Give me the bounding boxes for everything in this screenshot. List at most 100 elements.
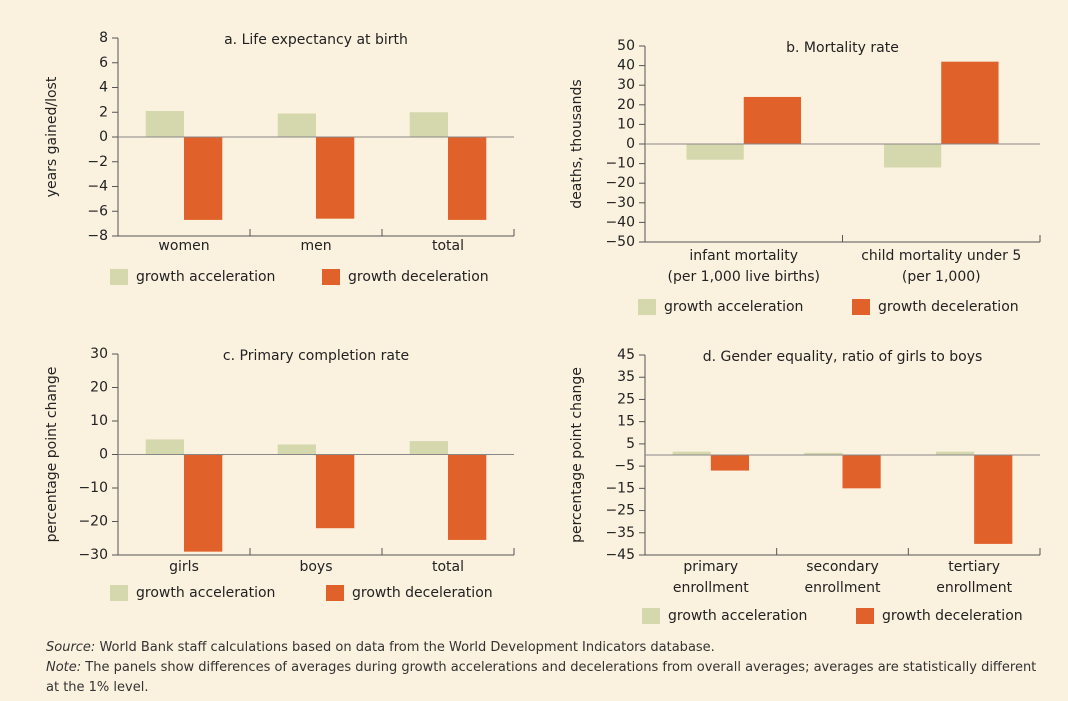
y-tick-label: −10 xyxy=(605,156,635,172)
y-tick-label: 20 xyxy=(617,97,635,113)
chart-title: b. Mortality rate xyxy=(786,40,899,56)
legend-swatch xyxy=(852,299,870,315)
legend-label: growth acceleration xyxy=(136,585,275,601)
bar xyxy=(448,137,487,220)
y-tick-label: 25 xyxy=(617,391,635,407)
note: Note: The panels show differences of ave… xyxy=(46,658,1046,698)
y-tick-label: 8 xyxy=(99,30,108,46)
x-tick-label: child mortality under 5 xyxy=(861,248,1021,264)
bar xyxy=(804,452,843,455)
y-axis-label: percentage point change xyxy=(44,367,60,543)
y-tick-label: −35 xyxy=(605,525,635,541)
bar xyxy=(409,112,448,137)
y-axis-label: years gained/lost xyxy=(44,76,60,197)
source-text: World Bank staff calculations based on d… xyxy=(95,640,715,655)
y-tick-label: −2 xyxy=(87,154,108,170)
y-tick-label: 40 xyxy=(617,58,635,74)
legend-swatch xyxy=(638,299,656,315)
x-tick-label: enrollment xyxy=(673,580,749,596)
y-tick-label: −25 xyxy=(605,503,635,519)
source: Source: World Bank staff calculations ba… xyxy=(46,638,1046,658)
y-tick-label: −6 xyxy=(87,203,108,219)
bar xyxy=(883,144,942,168)
x-tick-label: enrollment xyxy=(936,580,1012,596)
source-label: Source: xyxy=(46,640,96,655)
legend-label: growth acceleration xyxy=(136,269,275,285)
y-tick-label: −4 xyxy=(87,179,108,195)
y-tick-label: −10 xyxy=(78,480,108,496)
legend-label: growth deceleration xyxy=(348,269,489,285)
bar xyxy=(145,439,184,455)
bar xyxy=(145,111,184,137)
x-tick-label: tertiary xyxy=(948,559,1000,575)
bar xyxy=(184,454,223,552)
y-tick-label: 4 xyxy=(99,80,108,96)
bar xyxy=(316,137,355,219)
x-tick-label: girls xyxy=(169,559,199,575)
y-tick-label: −5 xyxy=(614,458,635,474)
y-tick-label: −20 xyxy=(605,175,635,191)
y-tick-label: 5 xyxy=(626,436,635,452)
y-tick-label: 35 xyxy=(617,369,635,385)
bar xyxy=(277,113,316,137)
bar xyxy=(672,451,711,455)
y-tick-label: 50 xyxy=(617,38,635,54)
charts: a. Life expectancy at birth years gained/… xyxy=(44,30,1041,624)
bar xyxy=(316,454,355,529)
legend-swatch xyxy=(110,269,128,285)
y-tick-label: 2 xyxy=(99,104,108,120)
y-tick-label: 30 xyxy=(90,346,108,362)
bar xyxy=(710,455,750,471)
footnotes: Source: World Bank staff calculations ba… xyxy=(46,638,1046,698)
x-tick-label: women xyxy=(158,238,209,254)
note-text: The panels show differences of averages … xyxy=(46,660,1037,695)
chart-title: d. Gender equality, ratio of girls to bo… xyxy=(703,349,983,365)
y-tick-label: −20 xyxy=(78,514,108,530)
bar xyxy=(941,61,999,144)
legend-swatch xyxy=(110,585,128,601)
legend-label: growth acceleration xyxy=(668,608,807,624)
bar xyxy=(184,137,223,220)
bar xyxy=(842,455,881,489)
y-tick-label: 6 xyxy=(99,55,108,71)
y-tick-label: −15 xyxy=(605,480,635,496)
y-tick-label: −50 xyxy=(605,234,635,250)
bar xyxy=(409,441,448,455)
x-tick-label: men xyxy=(300,238,331,254)
y-tick-label: −30 xyxy=(78,547,108,563)
x-tick-label: secondary xyxy=(806,559,879,575)
bar xyxy=(277,444,316,455)
legend-swatch xyxy=(856,608,874,624)
x-tick-label: primary xyxy=(683,559,738,575)
y-tick-label: 0 xyxy=(626,136,635,152)
y-tick-label: 0 xyxy=(99,447,108,463)
bar xyxy=(974,455,1013,544)
y-tick-label: −45 xyxy=(605,547,635,563)
legend-swatch xyxy=(322,269,340,285)
legend-label: growth deceleration xyxy=(878,299,1019,315)
bar xyxy=(935,451,975,455)
note-label: Note: xyxy=(46,660,82,675)
legend-label: growth acceleration xyxy=(664,299,803,315)
y-tick-label: 10 xyxy=(617,116,635,132)
y-tick-label: 20 xyxy=(90,380,108,396)
chart-title: c. Primary completion rate xyxy=(223,348,409,364)
x-tick-label: (per 1,000 live births) xyxy=(668,269,820,285)
chart-title: a. Life expectancy at birth xyxy=(224,32,408,48)
y-tick-label: −40 xyxy=(605,214,635,230)
bar xyxy=(448,454,487,540)
legend-label: growth deceleration xyxy=(352,585,493,601)
x-tick-label: total xyxy=(432,559,464,575)
legend-swatch xyxy=(642,608,660,624)
y-tick-label: 30 xyxy=(617,77,635,93)
y-tick-label: 45 xyxy=(617,347,635,363)
legend-label: growth deceleration xyxy=(882,608,1023,624)
x-tick-label: infant mortality xyxy=(689,248,798,264)
y-tick-label: 10 xyxy=(90,413,108,429)
x-tick-label: total xyxy=(432,238,464,254)
bar xyxy=(743,96,802,144)
x-tick-label: (per 1,000) xyxy=(902,269,981,285)
legend-swatch xyxy=(326,585,344,601)
y-tick-label: 15 xyxy=(617,414,635,430)
